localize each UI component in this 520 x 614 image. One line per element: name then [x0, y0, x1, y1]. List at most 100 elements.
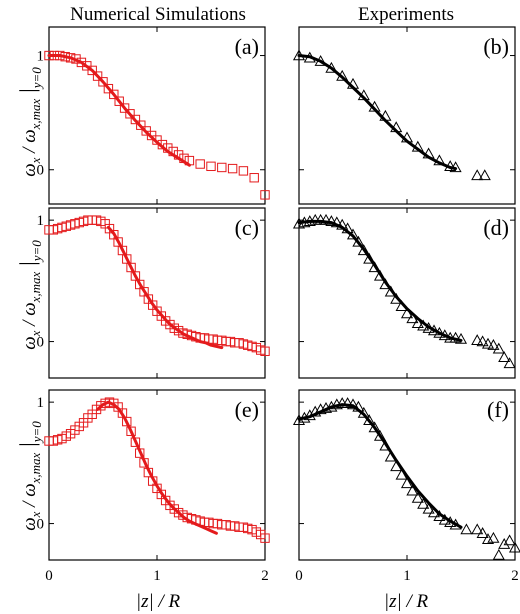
panel-label: (a) — [235, 34, 259, 59]
ylabel-eval: y=0 — [29, 421, 44, 445]
data-point — [411, 491, 424, 503]
y-axis-label-row-2: ωx / ωx,max |y=0 — [15, 240, 44, 350]
data-point — [498, 537, 511, 549]
data-point — [471, 169, 484, 181]
data-point — [478, 169, 491, 181]
panel-label: (d) — [483, 215, 509, 240]
data-point — [508, 541, 520, 553]
ylabel-bar: | — [15, 88, 40, 92]
header-experiments: Experiments — [358, 4, 454, 25]
data-point — [319, 213, 333, 225]
data-point — [357, 244, 370, 256]
plot-frame — [48, 207, 266, 379]
data-point — [238, 166, 249, 176]
data-point — [406, 484, 419, 496]
data-point — [330, 216, 343, 228]
panel-c: 0 1 (c) — [37, 207, 270, 379]
header-numerical-simulations: Numerical Simulations — [70, 4, 246, 25]
panel-a: 0 1 (a) — [37, 26, 270, 205]
data-point — [122, 416, 132, 427]
panel-label: (f) — [487, 397, 509, 422]
fit-curve — [297, 54, 458, 171]
data-point — [87, 65, 97, 76]
data-point — [260, 346, 270, 356]
data-point — [460, 523, 473, 535]
panels: 0 1 (a) (b) 0 1 (c) (d) 0 1 0 1 2 (e) 0 1 2 (f) — [37, 26, 520, 584]
data-point — [373, 429, 387, 441]
data-point — [503, 357, 516, 369]
panel-e: 0 1 0 1 2 (e) — [37, 389, 270, 584]
x-tick-label: 0 — [295, 568, 303, 584]
data-point — [227, 163, 238, 174]
data-point — [503, 534, 516, 546]
ylabel-sub-x: x — [28, 511, 43, 518]
data-point — [136, 120, 146, 130]
y-axis-label-row-3: ωx / ωx,max |y=0 — [15, 421, 44, 531]
x-tick-label: 1 — [153, 568, 161, 584]
data-point — [109, 89, 119, 100]
plot-frame — [48, 26, 266, 205]
y-tick-label: 0 — [37, 517, 45, 533]
data-point — [260, 190, 270, 200]
data-point — [119, 103, 130, 113]
panel-label: (e) — [235, 397, 259, 422]
data-point — [98, 77, 108, 87]
ylabel-div: / ω — [19, 302, 40, 330]
ylabel-bar: | — [15, 261, 40, 265]
data-point — [341, 397, 354, 409]
y-tick-label: 1 — [37, 49, 45, 65]
data-point — [422, 502, 435, 514]
x-axis-label-right: |z| / R — [384, 591, 429, 612]
data-point — [92, 71, 103, 81]
data-point — [492, 548, 505, 560]
data-point — [249, 173, 259, 183]
data-point — [481, 337, 495, 349]
data-point — [309, 405, 322, 417]
panel-f: 0 1 2 (f) — [292, 389, 520, 584]
data-point — [417, 497, 430, 509]
ylabel-eval: y=0 — [29, 67, 44, 91]
data-point — [476, 527, 489, 538]
data-point — [114, 96, 124, 106]
svg-text:ωx / ωx,max|y=0: ωx / ωx,max |y=0 — [15, 240, 44, 350]
ylabel-bar: | — [15, 442, 40, 446]
y-axis-label-row-1: ωx / ωx,max |y=0 — [15, 67, 44, 177]
data-point — [206, 161, 216, 172]
x-axis-label-left: |z| / R — [136, 591, 181, 612]
panel-d: (d) — [292, 207, 516, 379]
fit-curve — [47, 54, 191, 167]
y-tick-label: 1 — [37, 395, 45, 411]
ylabel-sub-x: x — [28, 330, 43, 337]
fit-curve — [297, 403, 463, 529]
data-point — [487, 531, 500, 543]
data-point — [368, 421, 381, 433]
panel-label: (c) — [235, 215, 259, 240]
data-point — [126, 426, 136, 436]
data-point — [217, 162, 227, 173]
data-point — [130, 114, 141, 125]
plot-frame — [48, 389, 266, 561]
ylabel-sub-xmax: x,max — [28, 452, 43, 484]
ylabel-omega: ω — [19, 163, 40, 176]
panel-label: (b) — [483, 34, 509, 59]
data-point — [400, 477, 414, 489]
data-point — [498, 351, 511, 363]
ylabel-sub-xmax: x,max — [28, 271, 43, 303]
data-point — [492, 342, 505, 354]
x-tick-label: 2 — [511, 568, 519, 584]
data-point — [476, 335, 489, 347]
ylabel-eval: y=0 — [29, 240, 44, 264]
ylabel-sub-xmax: x,max — [28, 98, 43, 130]
y-tick-label: 1 — [37, 213, 45, 229]
ylabel-div: / ω — [19, 483, 40, 511]
data-point — [260, 533, 270, 543]
data-point — [125, 109, 135, 119]
data-point — [195, 159, 205, 169]
data-point — [487, 338, 500, 350]
y-tick-label: 0 — [37, 163, 45, 179]
y-tick-label: 0 — [37, 335, 45, 351]
ylabel-omega: ω — [19, 517, 40, 530]
data-point — [471, 523, 484, 535]
data-point — [76, 57, 87, 68]
